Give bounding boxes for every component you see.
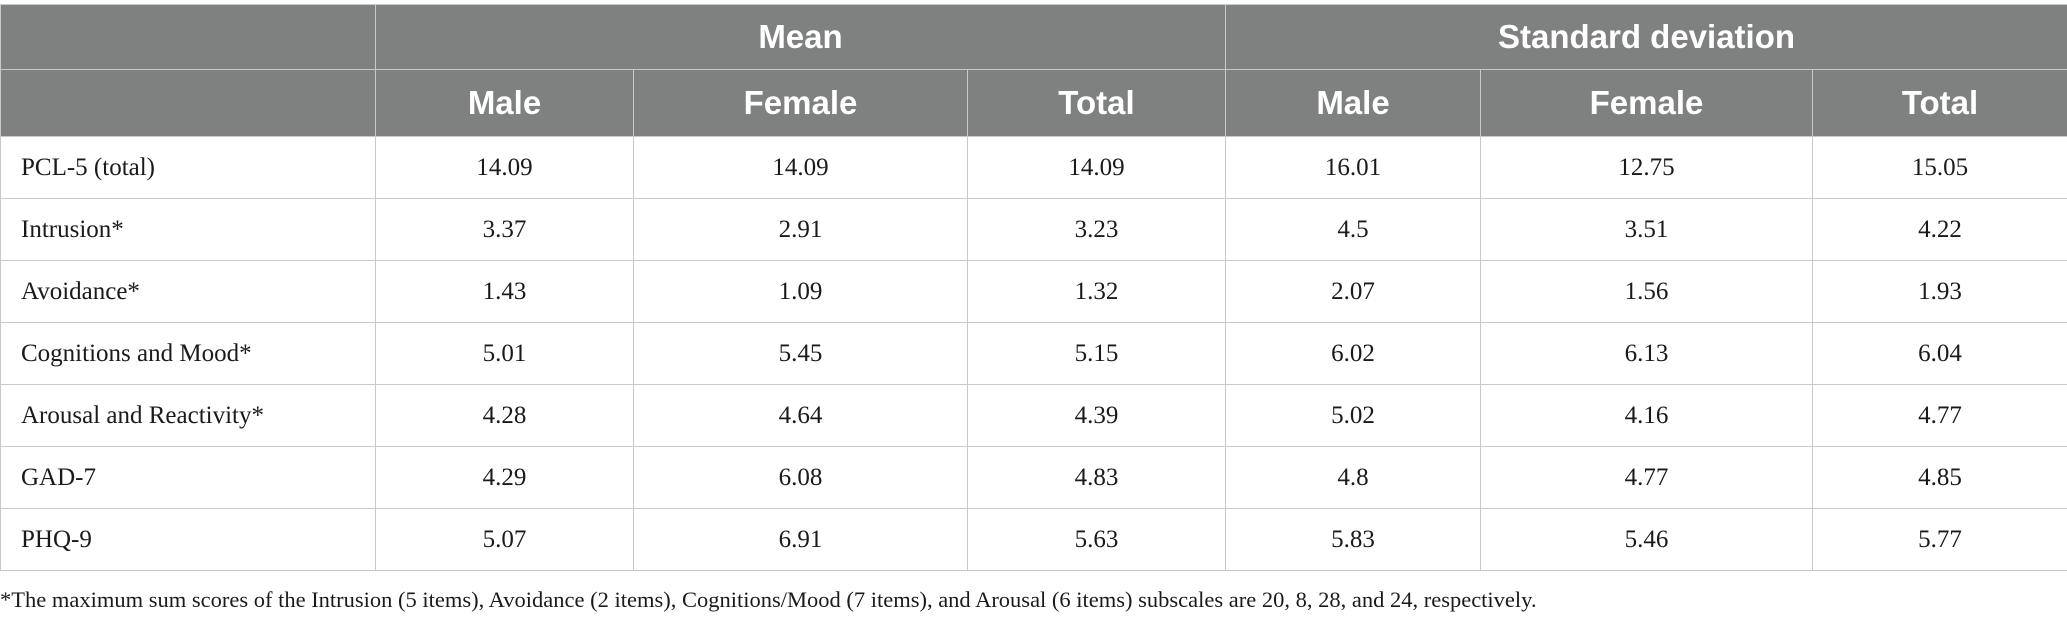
table-cell: 5.01: [375, 322, 634, 385]
table-cell: 4.29: [375, 446, 634, 509]
table-cell: 3.37: [375, 198, 634, 261]
table-cell: 15.05: [1811, 136, 2067, 199]
table-cell: 6.02: [1225, 322, 1481, 385]
results-table-container: Mean Standard deviation Male Female Tota…: [0, 4, 2067, 571]
header-corner-cell: [0, 69, 376, 137]
row-label: Intrusion*: [0, 198, 376, 261]
table-cell: 6.08: [633, 446, 968, 509]
table-cell: 5.83: [1225, 508, 1481, 571]
table-cell: 1.56: [1480, 260, 1813, 323]
header-sd-total: Total: [1811, 69, 2067, 137]
header-mean-total: Total: [967, 69, 1226, 137]
header-standard-deviation: Standard deviation: [1224, 4, 2067, 70]
table-row: PCL-5 (total) 14.09 14.09 14.09 16.01 12…: [0, 136, 2067, 199]
table-cell: 3.51: [1480, 198, 1813, 261]
table-row: Intrusion* 3.37 2.91 3.23 4.5 3.51 4.22: [0, 198, 2067, 261]
table-cell: 1.43: [375, 260, 634, 323]
row-label: PHQ-9: [0, 508, 376, 571]
results-table: Mean Standard deviation Male Female Tota…: [0, 4, 2067, 571]
table-body: PCL-5 (total) 14.09 14.09 14.09 16.01 12…: [0, 136, 2067, 571]
table-cell: 6.13: [1480, 322, 1813, 385]
table-cell: 1.32: [967, 260, 1226, 323]
table-row: PHQ-9 5.07 6.91 5.63 5.83 5.46 5.77: [0, 508, 2067, 571]
row-label: PCL-5 (total): [0, 136, 376, 199]
table-cell: 16.01: [1225, 136, 1481, 199]
table-cell: 4.85: [1811, 446, 2067, 509]
header-mean: Mean: [375, 4, 1226, 70]
table-cell: 2.91: [633, 198, 968, 261]
table-cell: 14.09: [375, 136, 634, 199]
table-cell: 4.8: [1225, 446, 1481, 509]
header-corner-cell: [0, 4, 376, 70]
table-cell: 5.45: [633, 322, 968, 385]
row-label: GAD-7: [0, 446, 376, 509]
header-sd-female: Female: [1480, 69, 1813, 137]
table-cell: 5.77: [1811, 508, 2067, 571]
table-row: Avoidance* 1.43 1.09 1.32 2.07 1.56 1.93: [0, 260, 2067, 323]
table-cell: 5.46: [1480, 508, 1813, 571]
table-cell: 5.63: [967, 508, 1226, 571]
table-cell: 3.23: [967, 198, 1226, 261]
table-cell: 1.09: [633, 260, 968, 323]
table-row: Arousal and Reactivity* 4.28 4.64 4.39 5…: [0, 384, 2067, 447]
table-header: Mean Standard deviation Male Female Tota…: [0, 4, 2067, 137]
row-label: Cognitions and Mood*: [0, 322, 376, 385]
header-sd-male: Male: [1225, 69, 1481, 137]
table-cell: 4.64: [633, 384, 968, 447]
header-mean-female: Female: [633, 69, 968, 137]
table-cell: 4.22: [1811, 198, 2067, 261]
table-cell: 4.28: [375, 384, 634, 447]
table-cell: 12.75: [1480, 136, 1813, 199]
table-cell: 4.5: [1225, 198, 1481, 261]
table-cell: 6.04: [1811, 322, 2067, 385]
table-cell: 6.91: [633, 508, 968, 571]
table-cell: 4.83: [967, 446, 1226, 509]
table-cell: 14.09: [967, 136, 1226, 199]
table-cell: 5.02: [1225, 384, 1481, 447]
table-cell: 4.16: [1480, 384, 1813, 447]
header-mean-male: Male: [375, 69, 634, 137]
row-label: Arousal and Reactivity*: [0, 384, 376, 447]
header-sub-row: Male Female Total Male Female Total: [0, 69, 2067, 137]
table-cell: 4.39: [967, 384, 1226, 447]
table-cell: 4.77: [1480, 446, 1813, 509]
table-cell: 4.77: [1811, 384, 2067, 447]
table-cell: 14.09: [633, 136, 968, 199]
table-row: Cognitions and Mood* 5.01 5.45 5.15 6.02…: [0, 322, 2067, 385]
table-cell: 5.07: [375, 508, 634, 571]
table-cell: 1.93: [1811, 260, 2067, 323]
header-group-row: Mean Standard deviation: [0, 4, 2067, 70]
table-footnote: *The maximum sum scores of the Intrusion…: [0, 587, 1537, 612]
table-row: GAD-7 4.29 6.08 4.83 4.8 4.77 4.85: [0, 446, 2067, 509]
row-label: Avoidance*: [0, 260, 376, 323]
table-cell: 2.07: [1225, 260, 1481, 323]
table-cell: 5.15: [967, 322, 1226, 385]
